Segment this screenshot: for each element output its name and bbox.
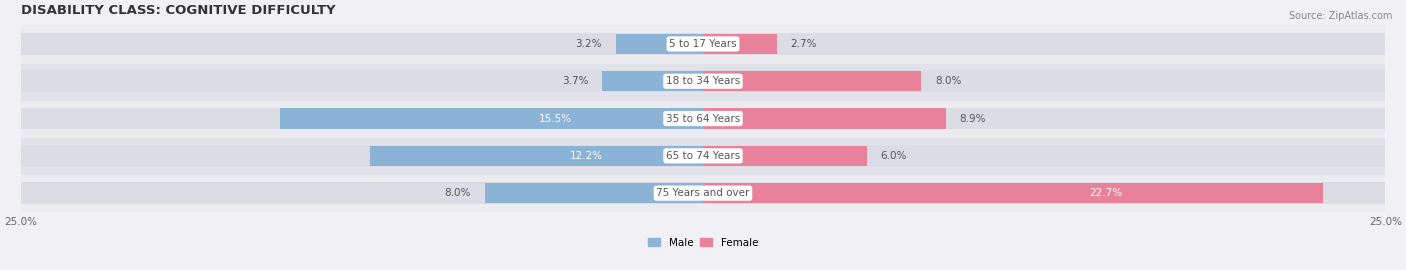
Bar	[370, 146, 703, 166]
Bar	[21, 100, 1385, 137]
Bar	[485, 183, 703, 203]
Bar	[21, 70, 703, 92]
Text: 8.0%: 8.0%	[935, 76, 962, 86]
Text: 35 to 64 Years: 35 to 64 Years	[666, 114, 740, 124]
Bar	[21, 182, 703, 204]
Bar	[616, 34, 703, 54]
Text: 8.0%: 8.0%	[444, 188, 471, 198]
Bar	[21, 63, 1385, 100]
Text: 3.7%: 3.7%	[562, 76, 588, 86]
Bar	[703, 108, 946, 129]
Bar	[703, 108, 1385, 129]
Bar	[21, 145, 703, 167]
Text: Source: ZipAtlas.com: Source: ZipAtlas.com	[1288, 11, 1392, 21]
Bar	[602, 71, 703, 92]
Text: 3.2%: 3.2%	[575, 39, 602, 49]
Bar	[703, 182, 1385, 204]
Text: 5 to 17 Years: 5 to 17 Years	[669, 39, 737, 49]
Bar	[21, 174, 1385, 212]
Text: 2.7%: 2.7%	[790, 39, 817, 49]
Bar	[703, 70, 1385, 92]
Bar	[703, 145, 1385, 167]
Bar	[21, 33, 703, 55]
Bar	[21, 108, 703, 129]
Legend: Male, Female: Male, Female	[648, 238, 758, 248]
Text: 75 Years and over: 75 Years and over	[657, 188, 749, 198]
Text: 22.7%: 22.7%	[1090, 188, 1122, 198]
Bar	[703, 71, 921, 92]
Text: 65 to 74 Years: 65 to 74 Years	[666, 151, 740, 161]
Text: DISABILITY CLASS: COGNITIVE DIFFICULTY: DISABILITY CLASS: COGNITIVE DIFFICULTY	[21, 4, 335, 17]
Text: 8.9%: 8.9%	[959, 114, 986, 124]
Text: 6.0%: 6.0%	[880, 151, 907, 161]
Bar	[703, 146, 866, 166]
Bar	[21, 137, 1385, 174]
Text: 18 to 34 Years: 18 to 34 Years	[666, 76, 740, 86]
Bar	[21, 25, 1385, 63]
Bar	[703, 33, 1385, 55]
Text: 12.2%: 12.2%	[569, 151, 603, 161]
Bar	[703, 183, 1323, 203]
Text: 15.5%: 15.5%	[538, 114, 571, 124]
Bar	[703, 34, 776, 54]
Bar	[280, 108, 703, 129]
